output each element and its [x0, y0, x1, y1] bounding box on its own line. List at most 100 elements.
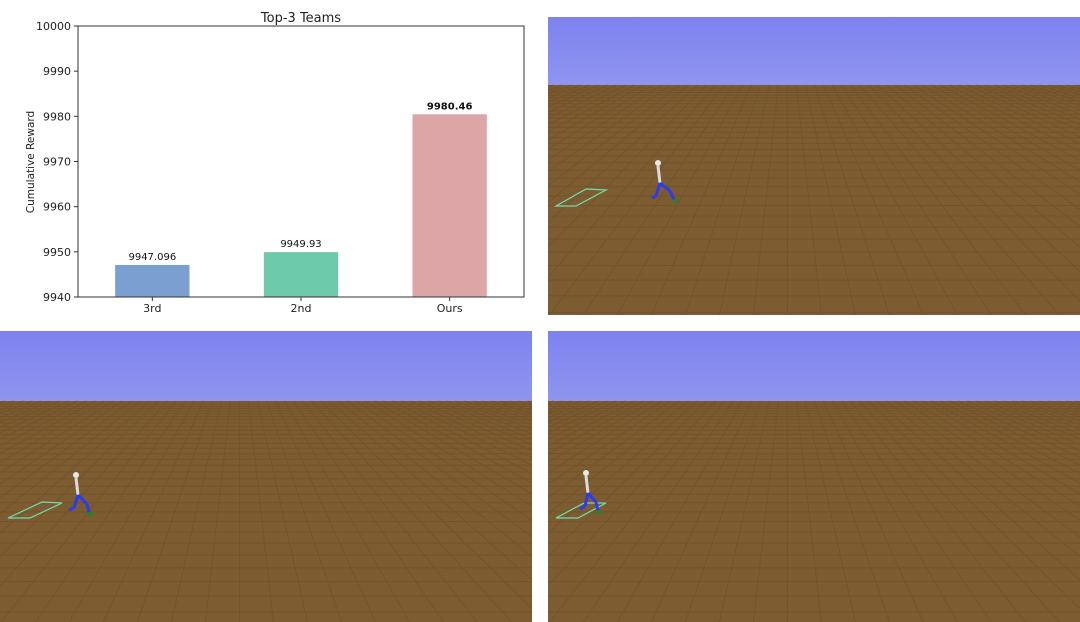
sky: [0, 331, 532, 403]
grid-line: [0, 400, 114, 474]
x-tick-label: 2nd: [291, 302, 312, 315]
bar-3rd: [115, 264, 190, 297]
grid-line: [877, 84, 1080, 273]
grid-line: [0, 400, 123, 485]
ground-grid: [548, 84, 1080, 315]
grid-line: [913, 84, 1080, 196]
grid-line: [850, 84, 1026, 315]
grid-line: [548, 84, 689, 204]
y-tick-label: 9940: [43, 291, 71, 304]
grid-line: [895, 84, 1080, 228]
grid-line: [410, 400, 532, 459]
grid-line: [401, 400, 532, 466]
target-marker: [7, 501, 63, 519]
grid-line: [548, 84, 653, 150]
ground-grid: [548, 400, 1080, 622]
chart-title: Top-3 Teams: [260, 11, 341, 26]
sim-view-1: [548, 17, 1080, 315]
y-tick-label: 9960: [43, 201, 71, 214]
grid-line: [940, 400, 1080, 475]
y-tick-label: 10000: [36, 20, 71, 33]
grid-line: [967, 400, 1080, 452]
grid-line: [419, 400, 532, 452]
grid-line: [548, 84, 662, 161]
grid-line: [976, 400, 1080, 446]
grid-line: [913, 400, 1080, 507]
grid-line: [548, 400, 626, 440]
grid-line: [985, 400, 1080, 440]
grid-line: [548, 400, 635, 447]
y-tick-label: 9970: [43, 156, 71, 169]
grid-line: [958, 84, 1080, 145]
sim-scene-2: [0, 331, 532, 622]
sky: [548, 331, 1080, 403]
grid-line: [752, 84, 779, 315]
grid-line: [0, 400, 132, 499]
sim-scene-3: [548, 331, 1080, 622]
grid-line: [931, 84, 1080, 172]
grid-line: [365, 400, 532, 507]
grid-line: [831, 84, 958, 315]
grid-line: [967, 84, 1080, 138]
skeleton-agent: [579, 470, 603, 514]
skeleton-agent: [651, 160, 679, 203]
grid-line: [549, 84, 725, 315]
grid-line: [904, 84, 1080, 210]
grid-line: [548, 84, 680, 187]
grid-line: [374, 400, 532, 495]
grid-line: [0, 400, 87, 447]
grid-line: [0, 400, 96, 455]
grid-line: [859, 84, 1060, 315]
grid-line: [804, 84, 856, 315]
ground-grid: [0, 400, 532, 622]
grid-line: [437, 400, 532, 440]
grid-line: [976, 84, 1080, 131]
grid-line: [548, 84, 671, 173]
grid-line: [548, 84, 635, 133]
grid-line: [958, 400, 1080, 459]
sim-scene-1: [548, 17, 1080, 315]
grid-line: [0, 400, 105, 464]
grid-line: [548, 84, 644, 141]
grid-line: [548, 400, 653, 464]
grid-line: [949, 400, 1080, 466]
x-tick-label: 3rd: [143, 302, 161, 315]
grid-line: [0, 400, 78, 440]
grid-line: [684, 84, 761, 315]
grid-line: [868, 84, 1080, 303]
grid-line: [548, 84, 716, 279]
sim-view-3: [548, 331, 1080, 622]
grid-line: [548, 84, 707, 248]
grid-line: [949, 84, 1080, 153]
grid-line: [822, 84, 924, 315]
grid-line: [548, 84, 698, 224]
grid-line: [548, 400, 662, 474]
sky: [548, 17, 1080, 87]
grid-line: [548, 84, 626, 126]
x-tick-label: Ours: [437, 302, 463, 315]
grid-line: [940, 84, 1080, 162]
grid-line: [548, 400, 644, 455]
bar-chart: Top-3 Teams Cumulative Reward 9947.096 3r…: [25, 11, 525, 315]
sim-view-2: [0, 331, 532, 622]
y-axis-label: Cumulative Reward: [25, 111, 37, 213]
skeleton-agent: [68, 472, 94, 516]
grid-line: [813, 84, 890, 315]
y-tick-label: 9950: [43, 246, 71, 259]
bar-value-label: 9947.096: [128, 252, 176, 263]
grid-line: [650, 84, 752, 315]
grid-line: [383, 400, 532, 484]
grid-line: [582, 84, 734, 315]
y-tick-label: 9990: [43, 65, 71, 78]
grid-line: [840, 84, 992, 315]
grid-line: [886, 84, 1080, 248]
grid-line: [392, 400, 532, 475]
bar-chart-panel: Top-3 Teams Cumulative Reward 9947.096 3r…: [0, 0, 540, 318]
grid-line: [931, 400, 1080, 484]
target-marker: [553, 188, 609, 207]
grid-line: [428, 400, 532, 446]
y-tick-label: 9980: [43, 110, 71, 123]
grid-line: [922, 84, 1080, 183]
grid-line: [616, 84, 743, 315]
grid-line: [922, 400, 1080, 495]
